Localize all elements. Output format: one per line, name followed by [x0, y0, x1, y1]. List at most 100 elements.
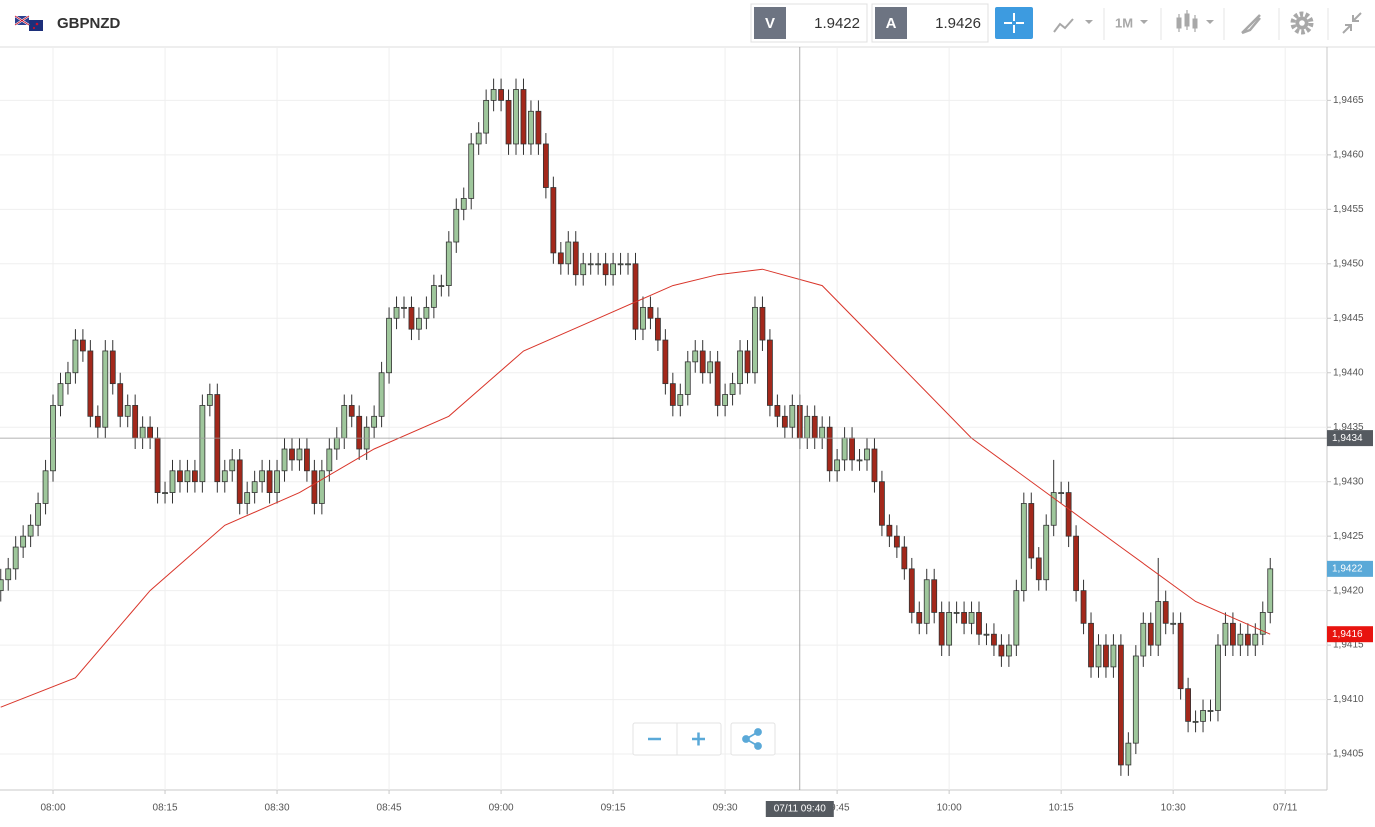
y-tick-label: 1,9405 [1333, 749, 1364, 760]
candle-body [177, 470, 183, 483]
crosshair-time-box [765, 801, 834, 817]
candle-body [505, 99, 512, 145]
y-tick-label: 1,9425 [1333, 531, 1364, 542]
collapse-button[interactable] [1342, 12, 1362, 34]
candle-body [289, 448, 295, 461]
crosshair-price-label: 1,9434 [1332, 433, 1363, 444]
draw-button[interactable] [1241, 14, 1261, 35]
chart-type-button[interactable] [1053, 18, 1093, 33]
x-tick-label: 10:15 [1049, 803, 1074, 814]
candle-body [744, 350, 751, 374]
zoom-in-button[interactable] [692, 732, 705, 746]
candle-body [192, 470, 198, 483]
candle-body [774, 405, 781, 417]
y-tick-label: 1,9430 [1333, 476, 1364, 487]
candle-body [550, 187, 557, 254]
candle-body [1080, 590, 1087, 624]
candle-body [699, 350, 706, 374]
candle-body [57, 383, 64, 406]
candle-body [759, 306, 766, 341]
candle-body [542, 143, 549, 188]
candle-body [356, 415, 363, 450]
share-button[interactable] [730, 722, 776, 756]
candle-body [490, 89, 497, 101]
candle-body [1237, 633, 1244, 646]
price-label-box [1327, 626, 1373, 643]
crosshair-button[interactable] [995, 7, 1033, 39]
y-tick-label: 1,9420 [1333, 585, 1364, 596]
candle-body [1252, 633, 1259, 646]
y-tick-label: 1,9415 [1333, 640, 1364, 651]
candle-body [0, 579, 4, 592]
candle-body [162, 492, 168, 494]
candle-body [348, 405, 355, 417]
bid-label: V [765, 15, 775, 32]
candle-body [557, 252, 564, 265]
candle-body [1244, 633, 1251, 646]
candle-body [147, 426, 153, 439]
candle-body [27, 524, 34, 537]
candle-body [737, 350, 743, 385]
candle-body [1043, 524, 1050, 581]
price-label: 1,9422 [1332, 563, 1363, 574]
candle-body [1215, 644, 1221, 711]
y-tick-label: 1,9410 [1333, 694, 1364, 705]
x-tick-label: 10:00 [937, 803, 962, 814]
candle-body [1147, 622, 1154, 646]
ask-price: 1.9426 [935, 15, 981, 32]
candle-body [498, 89, 504, 101]
candle-body [572, 241, 579, 276]
candle-body [296, 448, 303, 461]
candle-body [72, 339, 79, 374]
candle-body [1095, 644, 1102, 668]
candle-body [229, 459, 236, 472]
candle-body [139, 426, 146, 439]
candle-body [79, 339, 86, 352]
candle-body [879, 481, 885, 526]
candle-body [707, 361, 714, 374]
candle-body [520, 89, 527, 145]
candle-body [893, 535, 900, 548]
candle-body [654, 317, 661, 341]
candle-body [65, 372, 71, 385]
candle-body [662, 339, 669, 385]
candle-body [1005, 644, 1012, 657]
x-tick-label: 08:45 [377, 803, 402, 814]
candle-body [983, 633, 990, 636]
candle-body [826, 426, 833, 472]
candle-body [1177, 622, 1184, 690]
x-tick-label: 09:00 [489, 803, 514, 814]
candle-type-button[interactable] [1176, 10, 1214, 32]
candle-body [587, 263, 594, 266]
bid-price: 1.9422 [814, 15, 860, 32]
zoom-controls [632, 722, 776, 756]
candle-body [1267, 568, 1274, 613]
candle-body [640, 306, 646, 330]
candle-body [453, 208, 460, 243]
candle-body [311, 470, 318, 504]
candle-body [483, 99, 490, 134]
candle-body [430, 285, 437, 308]
candle-body [1259, 612, 1266, 635]
timeframe[interactable]: 1M [1115, 15, 1133, 30]
ask-badge [875, 7, 907, 39]
candle-body [714, 361, 721, 406]
candle-body [244, 492, 251, 504]
candle-body [1013, 590, 1020, 646]
candle-body [811, 415, 818, 439]
candle-body [669, 383, 676, 406]
candle-body [438, 285, 445, 287]
symbol: GBPNZD [57, 15, 121, 32]
candle-body [752, 306, 758, 374]
candle-body [5, 568, 12, 581]
candle-body [378, 372, 385, 417]
candle-body [923, 579, 930, 624]
candle-body [528, 110, 534, 145]
candle-body [767, 339, 773, 406]
candle-body [1155, 601, 1162, 646]
timeframe-caret [1140, 20, 1148, 24]
candle-body [535, 110, 542, 145]
settings-button[interactable] [1290, 11, 1314, 35]
candle-body [684, 361, 691, 395]
